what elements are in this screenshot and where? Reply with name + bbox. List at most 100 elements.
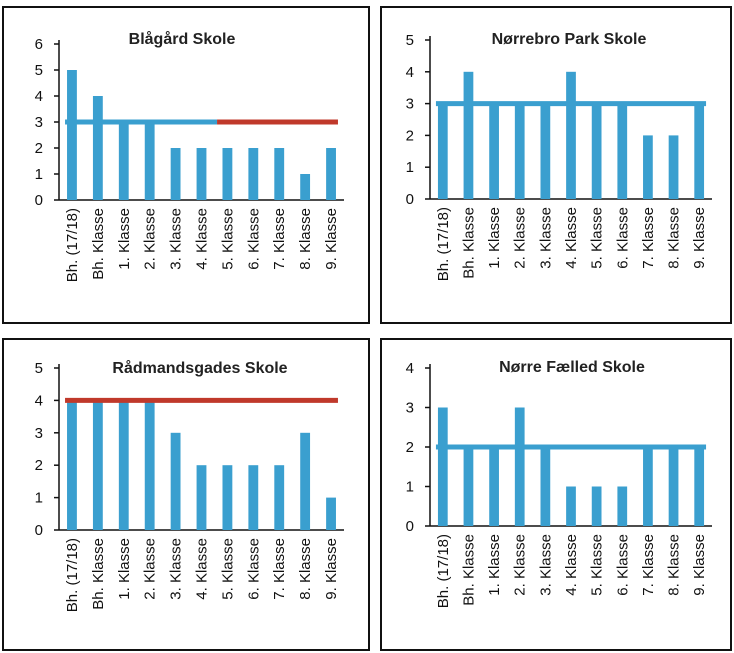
y-tick-label: 2 xyxy=(35,140,43,157)
x-tick-label: Bh. (17/18) xyxy=(64,208,81,282)
bar xyxy=(274,465,285,530)
bar xyxy=(67,400,77,530)
bar xyxy=(643,447,653,526)
y-tick-label: 1 xyxy=(35,490,43,507)
x-tick-label: Bh. (17/18) xyxy=(435,207,452,281)
x-tick-label: 2. Klasse xyxy=(142,538,159,600)
bar xyxy=(591,486,602,526)
x-tick-label: 9. Klasse xyxy=(323,208,340,270)
x-tick-label: 7. Klasse xyxy=(640,534,657,596)
x-tick-label: 8. Klasse xyxy=(666,207,683,269)
y-tick-label: 3 xyxy=(406,96,414,113)
x-tick-label: 9. Klasse xyxy=(691,534,708,596)
x-tick-label: 7. Klasse xyxy=(271,538,288,600)
x-tick-label: Bh. Klasse xyxy=(460,534,477,606)
y-tick-label: 4 xyxy=(406,360,414,377)
x-tick-label: 6. Klasse xyxy=(245,538,262,600)
bar xyxy=(118,400,129,530)
x-tick-label: Bh. Klasse xyxy=(460,207,477,279)
x-tick-label: 6. Klasse xyxy=(614,534,631,596)
x-tick-label: 5. Klasse xyxy=(589,534,606,596)
y-tick-label: 1 xyxy=(35,166,43,183)
bar xyxy=(144,122,155,200)
bar xyxy=(591,103,602,199)
bar xyxy=(248,148,259,200)
bar xyxy=(326,148,336,200)
y-tick-label: 0 xyxy=(35,192,43,209)
bar xyxy=(437,103,448,199)
x-tick-label: Bh. Klasse xyxy=(90,538,107,610)
chart-panel-blagard: Blågård Skole 0 1 2 3 4 5 6 Bh. (17/18) Bh. Klass… xyxy=(2,6,370,324)
bar xyxy=(566,486,576,526)
y-tick-label: 3 xyxy=(406,400,414,417)
x-tick-label: 2. Klasse xyxy=(512,207,529,269)
bar-chart-norre-faelled: Nørre Fælled Skole 0 1 2 3 4 Bh. (17/18) Bh. Kl… xyxy=(406,359,712,608)
chart-panel-radmandsgades: Rådmandsgades Skole 0 1 2 3 4 5 Bh. (17/18) Bh. … xyxy=(2,338,370,651)
bar xyxy=(196,465,207,530)
y-tick-label: 0 xyxy=(406,191,414,208)
x-tick-label: 4. Klasse xyxy=(194,538,211,600)
y-tick-label: 6 xyxy=(35,36,43,53)
bar xyxy=(643,135,653,199)
x-tick-label: 3. Klasse xyxy=(537,207,554,269)
x-tick-label: 1. Klasse xyxy=(486,534,503,596)
x-tick-label: 8. Klasse xyxy=(666,534,683,596)
bar xyxy=(514,103,525,199)
bar-chart-blagard: Blågård Skole 0 1 2 3 4 5 6 Bh. (17/18) Bh. Klass… xyxy=(35,30,344,282)
x-tick-label: 1. Klasse xyxy=(486,207,503,269)
bar xyxy=(326,497,336,530)
bar xyxy=(540,103,551,199)
x-tick-label: 5. Klasse xyxy=(219,208,236,270)
y-tick-label: 5 xyxy=(406,32,414,49)
x-tick-label: Bh. Klasse xyxy=(90,208,107,280)
bar xyxy=(170,148,181,200)
bar xyxy=(489,103,499,199)
bar xyxy=(222,465,233,530)
chart-title: Blågård Skole xyxy=(129,30,236,48)
bar xyxy=(437,407,448,526)
y-tick-label: 4 xyxy=(35,392,43,409)
x-tick-label: Bh. (17/18) xyxy=(435,534,452,608)
x-tick-label: 2. Klasse xyxy=(142,208,159,270)
bar xyxy=(566,71,576,199)
y-tick-label: 1 xyxy=(406,479,414,496)
x-tick-label: 4. Klasse xyxy=(194,208,211,270)
y-tick-label: 5 xyxy=(35,360,43,377)
bar-chart-norrebro-park: Nørrebro Park Skole 0 1 2 3 4 5 Bh. (17/18) Bh. … xyxy=(406,31,712,281)
bar xyxy=(540,447,551,526)
bar xyxy=(463,71,474,199)
bar xyxy=(248,465,259,530)
bar xyxy=(67,70,77,200)
x-tick-label: 1. Klasse xyxy=(116,208,133,270)
x-tick-label: 3. Klasse xyxy=(537,534,554,596)
bar xyxy=(617,486,628,526)
bar xyxy=(514,407,525,526)
x-tick-label: 9. Klasse xyxy=(691,207,708,269)
y-tick-label: 4 xyxy=(35,88,43,105)
bar xyxy=(222,148,233,200)
bar xyxy=(196,148,207,200)
bar xyxy=(300,174,311,200)
x-tick-label: 6. Klasse xyxy=(245,208,262,270)
chart-title: Nørre Fælled Skole xyxy=(499,359,645,376)
bar xyxy=(463,447,474,526)
x-tick-label: 1. Klasse xyxy=(116,538,133,600)
bar xyxy=(300,432,311,530)
x-tick-label: 3. Klasse xyxy=(168,208,185,270)
bar xyxy=(144,400,155,530)
bar-chart-radmandsgades: Rådmandsgades Skole 0 1 2 3 4 5 Bh. (17/18) Bh. … xyxy=(35,359,344,612)
y-tick-label: 3 xyxy=(35,114,43,131)
y-tick-label: 3 xyxy=(35,425,43,442)
bar xyxy=(92,96,103,200)
x-tick-label: 9. Klasse xyxy=(323,538,340,600)
x-tick-label: 8. Klasse xyxy=(297,538,314,600)
bar xyxy=(694,447,705,526)
chart-title: Nørrebro Park Skole xyxy=(492,31,647,48)
y-tick-label: 2 xyxy=(35,457,43,474)
y-tick-label: 2 xyxy=(406,439,414,456)
x-tick-label: 8. Klasse xyxy=(297,208,314,270)
x-tick-label: 4. Klasse xyxy=(563,534,580,596)
y-tick-label: 0 xyxy=(406,518,414,535)
bar xyxy=(694,103,705,199)
chart-panel-norre-faelled: Nørre Fælled Skole 0 1 2 3 4 Bh. (17/18) Bh. Kl… xyxy=(380,338,732,651)
